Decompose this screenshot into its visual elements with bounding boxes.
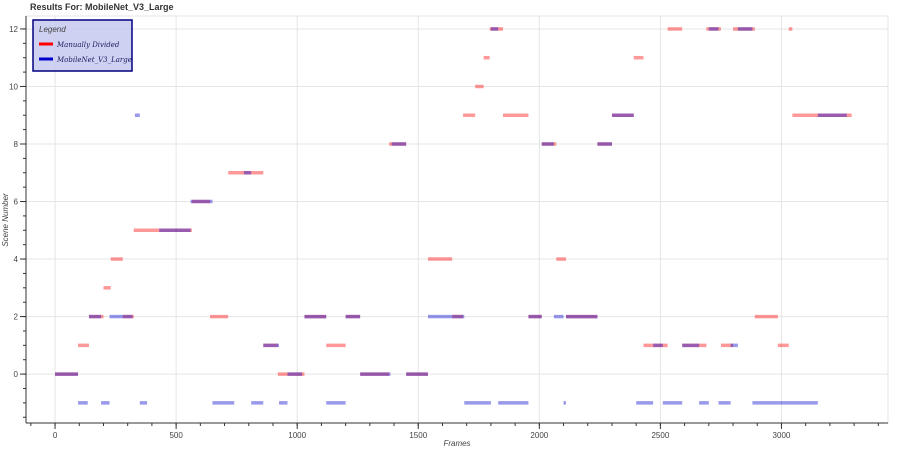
plot-area [25, 15, 889, 424]
chart-title: Results For: MobileNet_V3_Large [30, 2, 174, 12]
legend-entry-model: MobileNet_V3_Large [56, 56, 132, 64]
legend-entry-manual: Manually Divided [56, 41, 120, 49]
legend-title: Legend [39, 25, 66, 34]
y-tick-label: 4 [14, 255, 19, 264]
y-tick-label: 12 [9, 25, 18, 34]
legend[interactable]: Legend Manually Divided MobileNet_V3_Lar… [32, 19, 133, 72]
x-tick-label: 2500 [651, 431, 669, 440]
marks-layer [55, 27, 852, 405]
x-axis-label: Frames [443, 439, 470, 448]
grid-layer [26, 16, 888, 423]
x-tick-label: 500 [169, 431, 183, 440]
x-tick-label: 0 [53, 431, 58, 440]
x-tick-label: 1000 [288, 431, 306, 440]
y-tick-label: 6 [14, 198, 19, 207]
series-mobilenet [55, 27, 847, 405]
y-tick-label: 0 [14, 370, 19, 379]
x-tick-label: 3000 [773, 431, 791, 440]
y-tick-label: 10 [9, 82, 18, 91]
y-tick-label: 8 [14, 140, 19, 149]
x-tick-label: 2000 [530, 431, 548, 440]
series-manually-divided [55, 27, 852, 376]
y-tick-label: 2 [14, 313, 19, 322]
axis-layer: 0 500 1000 1500 2000 2500 3000 0 2 4 6 8 10 12 [9, 16, 888, 440]
x-tick-label: 1500 [409, 431, 427, 440]
y-axis-label: Scene Number [1, 193, 10, 247]
